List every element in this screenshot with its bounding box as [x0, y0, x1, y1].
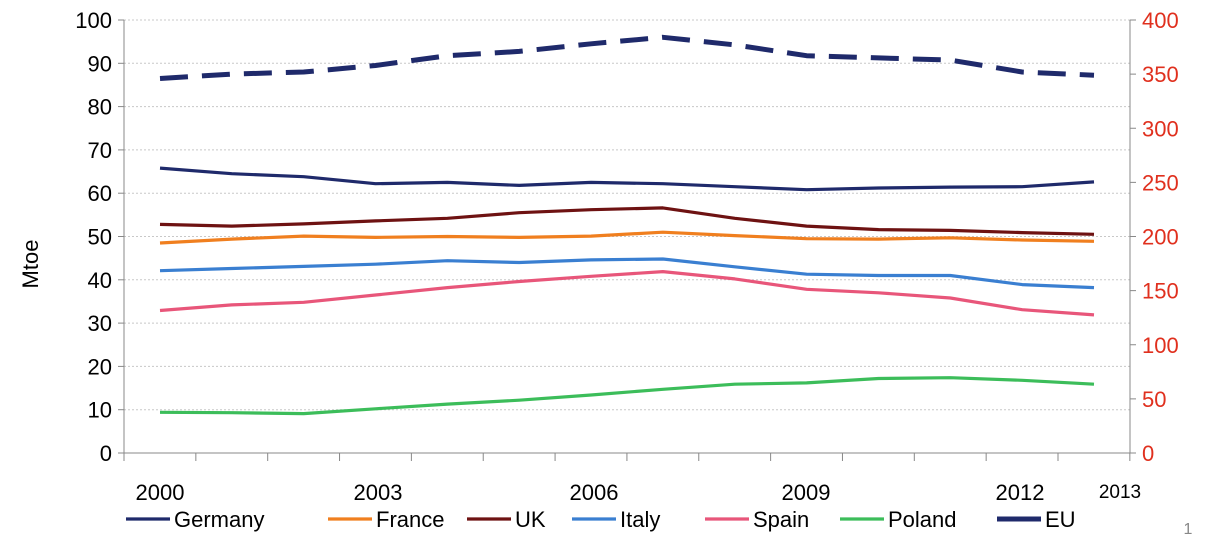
legend-label-italy: Italy — [620, 507, 660, 532]
series-line-france — [159, 230, 1095, 245]
legend-label-uk: UK — [515, 507, 546, 532]
left-tick-label: 100 — [75, 8, 112, 33]
legend-label-poland: Poland — [888, 507, 957, 532]
y-axis-label: Mtoe — [18, 240, 43, 289]
right-tick-label: 0 — [1142, 441, 1154, 466]
right-tick-label: 200 — [1142, 225, 1179, 250]
x-tick-label: 2003 — [354, 480, 403, 505]
legend-label-spain: Spain — [753, 507, 809, 532]
x-tick-label: 2012 — [996, 480, 1045, 505]
left-tick-label: 30 — [88, 311, 112, 336]
legend-label-eu: EU — [1045, 507, 1076, 532]
right-tick-label: 100 — [1142, 333, 1179, 358]
right-tick-label: 150 — [1142, 279, 1179, 304]
x-tick-label: 2006 — [570, 480, 619, 505]
series-lines — [159, 34, 1095, 416]
left-tick-label: 0 — [100, 441, 112, 466]
page-number: 1 — [1184, 521, 1193, 538]
legend-label-germany: Germany — [174, 507, 264, 532]
right-tick-label: 250 — [1142, 170, 1179, 195]
left-tick-label: 80 — [88, 95, 112, 120]
left-tick-label: 40 — [88, 268, 112, 293]
gridlines — [124, 19, 1130, 411]
series-line-poland — [159, 376, 1095, 416]
x-tick-label: 2000 — [136, 480, 185, 505]
series-line-italy — [159, 257, 1095, 290]
series-line-spain — [159, 270, 1095, 317]
right-axis-ticks: 0 50 100 150 200 250 300 350 400 — [1130, 8, 1179, 466]
legend-label-france: France — [376, 507, 444, 532]
right-tick-label: 400 — [1142, 8, 1179, 33]
right-tick-label: 300 — [1142, 116, 1179, 141]
series-line-germany — [159, 166, 1095, 192]
left-tick-label: 20 — [88, 354, 112, 379]
left-tick-label: 60 — [88, 181, 112, 206]
left-tick-label: 70 — [88, 138, 112, 163]
series-line-eu — [159, 34, 1095, 81]
left-tick-label: 90 — [88, 51, 112, 76]
right-tick-label: 350 — [1142, 62, 1179, 87]
x-tick-label: 2009 — [782, 480, 831, 505]
right-tick-label: 50 — [1142, 387, 1166, 412]
left-tick-label: 50 — [88, 225, 112, 250]
x-axis-ticks: 2000 2003 2006 2009 2012 2013 — [123, 453, 1141, 505]
x-tick-label: 2013 — [1099, 482, 1141, 503]
left-tick-label: 10 — [88, 398, 112, 423]
left-axis-ticks: 0 10 20 30 40 50 60 70 80 90 100 — [75, 8, 124, 466]
legend: Germany France UK Italy Spain Poland EU — [126, 507, 1076, 532]
series-line-uk — [159, 206, 1095, 236]
